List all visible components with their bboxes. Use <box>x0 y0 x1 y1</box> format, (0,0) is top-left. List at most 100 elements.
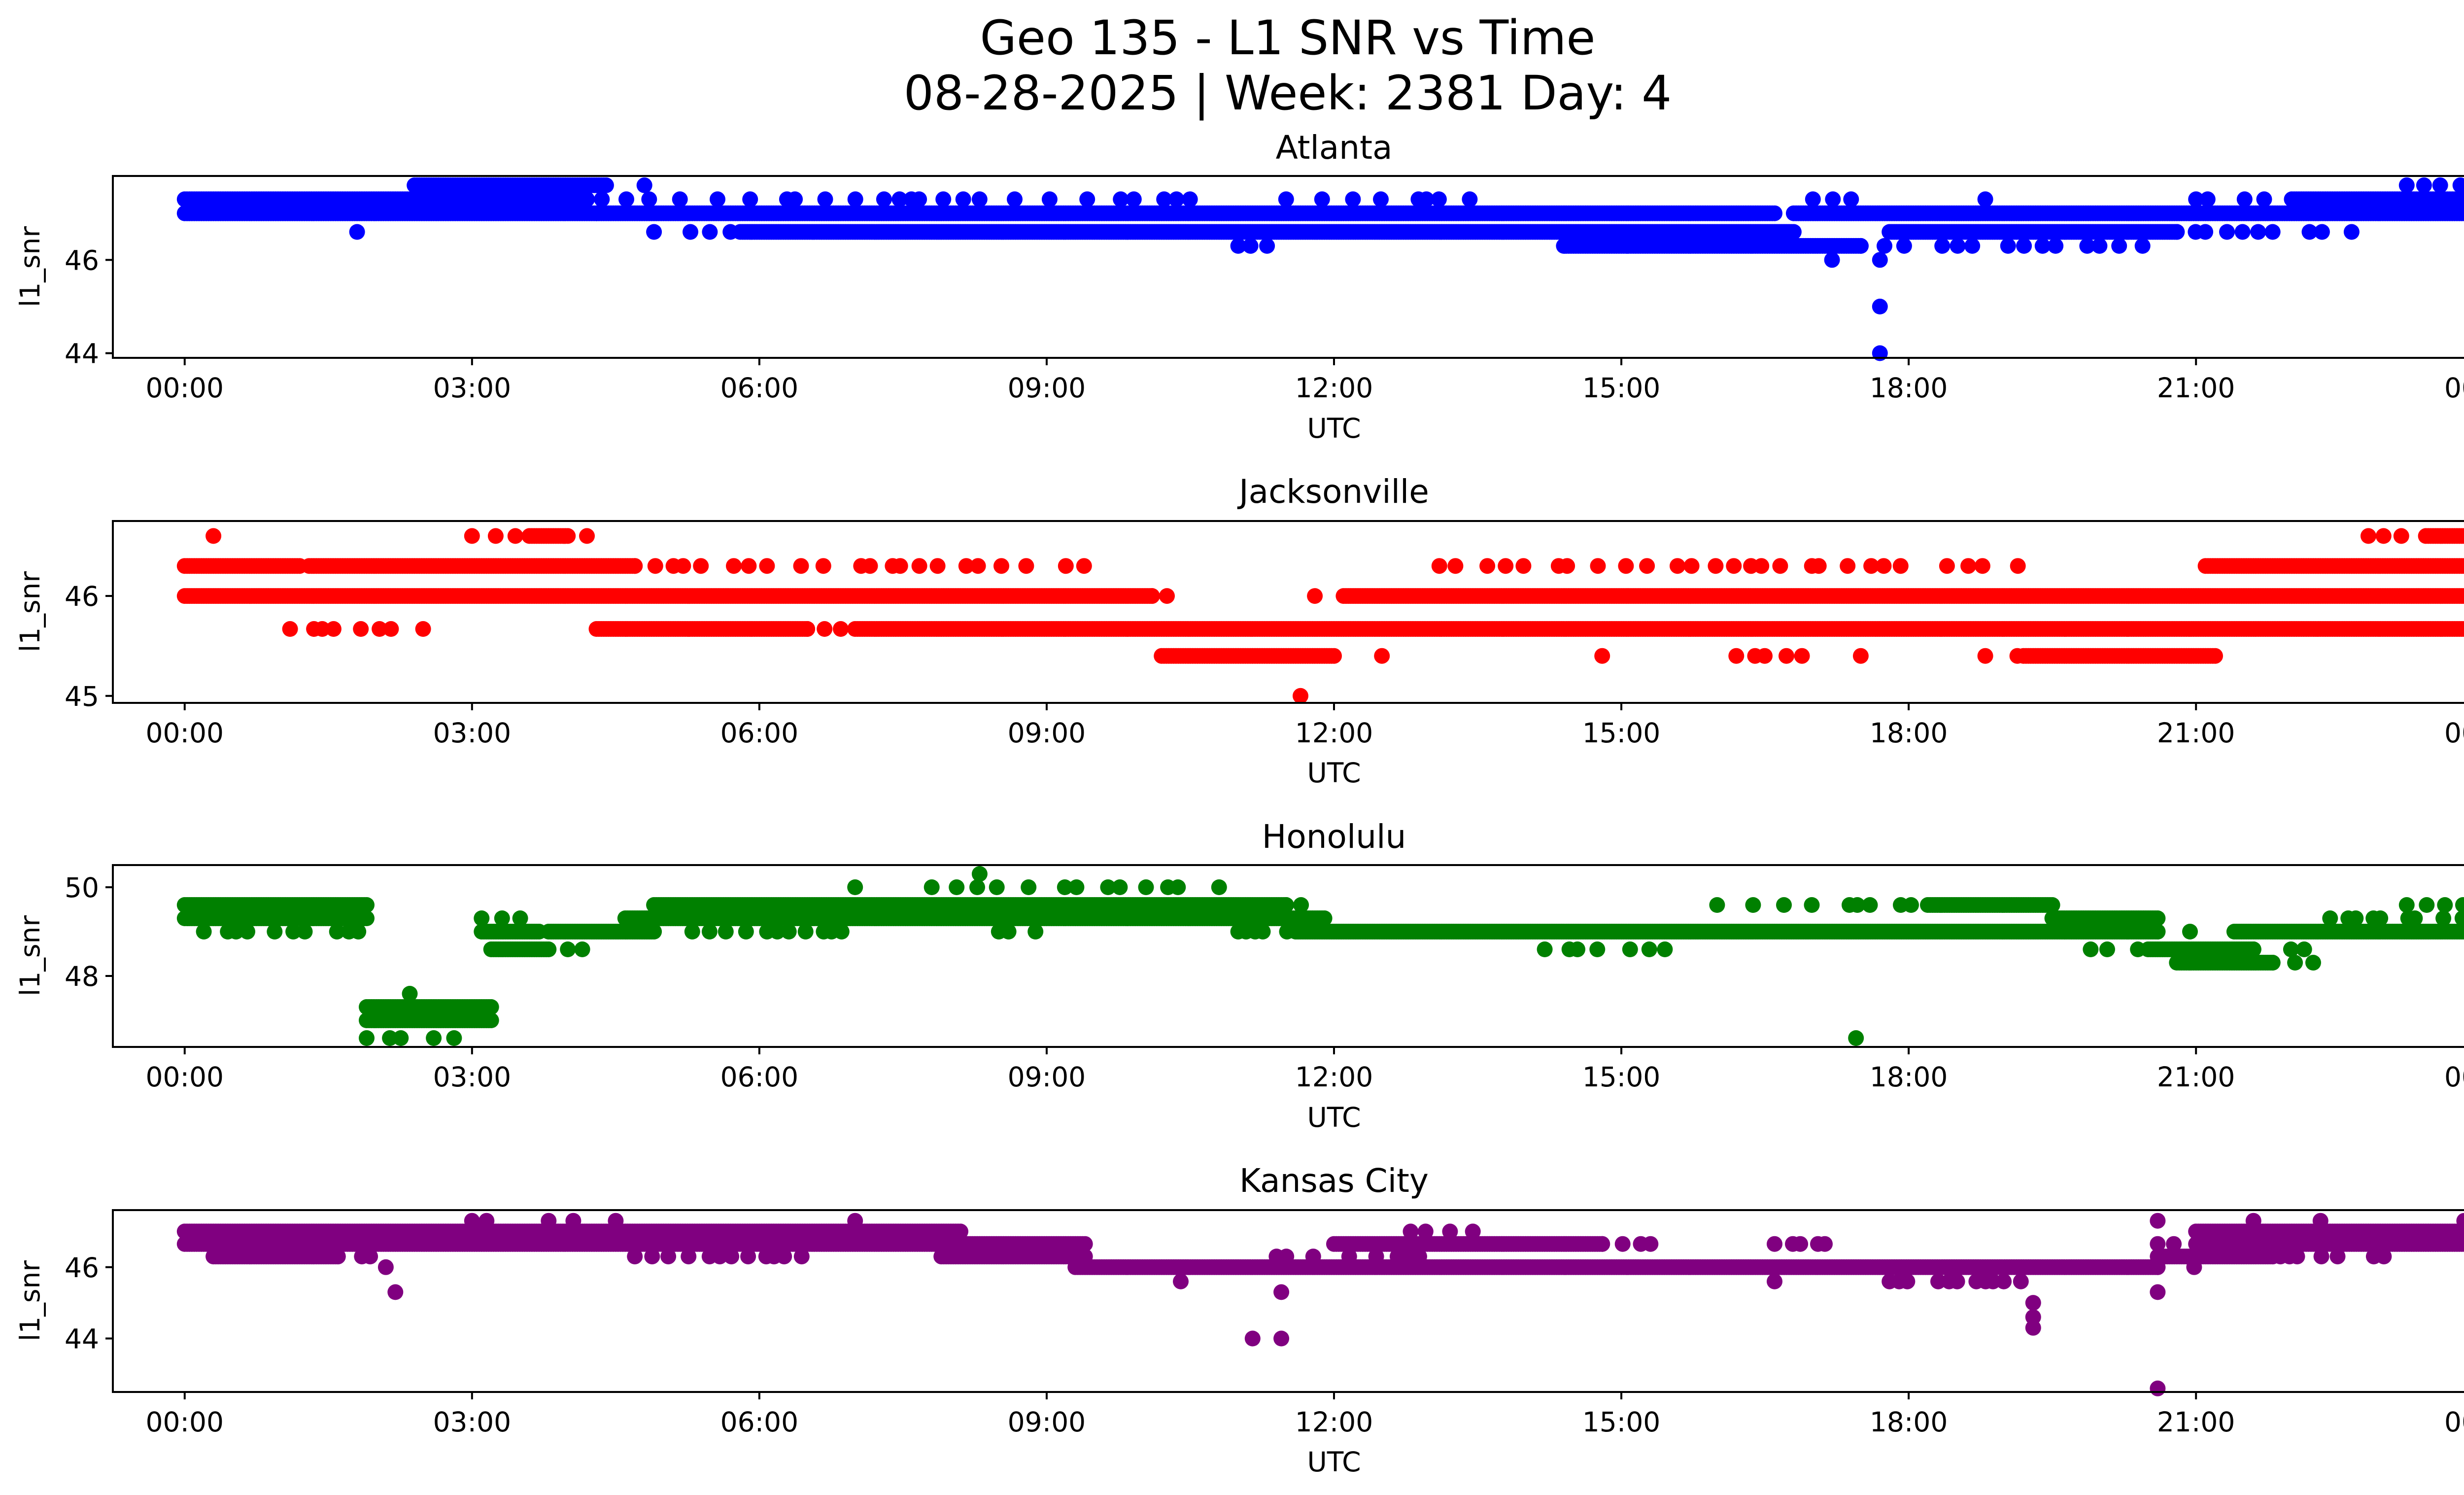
x-tick-label: 06:00 <box>720 372 799 404</box>
data-point <box>2256 191 2272 208</box>
data-point <box>1278 191 1294 208</box>
data-point <box>1852 238 1869 254</box>
data-point <box>507 528 523 544</box>
data-point <box>741 558 757 574</box>
data-point <box>2314 224 2330 240</box>
data-point <box>2398 897 2415 913</box>
data-point <box>1041 191 1058 208</box>
data-point <box>2393 528 2409 544</box>
data-point <box>487 528 504 544</box>
data-point <box>1767 205 1782 221</box>
data-point <box>579 191 595 208</box>
data-point <box>2301 224 2318 240</box>
subplot-title: Jacksonville <box>1237 473 1429 511</box>
x-tick-label: 00:00 <box>2444 717 2464 749</box>
data-point <box>618 191 634 208</box>
data-point <box>970 558 986 574</box>
data-point <box>1825 191 1841 208</box>
x-tick-label: 12:00 <box>1295 717 1373 749</box>
data-point <box>1515 558 1532 574</box>
y-tick-label: 44 <box>65 338 99 370</box>
data-point <box>2236 191 2253 208</box>
data-point <box>2111 238 2127 254</box>
data-point <box>2034 238 2051 254</box>
data-point <box>1018 558 1034 574</box>
data-points <box>176 528 2464 704</box>
x-tick-label: 09:00 <box>1008 372 1086 404</box>
data-point <box>2169 224 2185 240</box>
data-point <box>1974 558 1990 574</box>
x-tick-label: 03:00 <box>433 372 512 404</box>
data-point <box>1872 252 1888 268</box>
data-point <box>1757 648 1773 664</box>
data-point <box>2416 177 2432 193</box>
data-point <box>1058 558 1074 574</box>
figure-title-line1: Geo 135 - L1 SNR vs Time <box>980 10 1596 66</box>
data-point <box>1772 558 1788 574</box>
data-point <box>833 621 849 637</box>
data-point <box>1373 191 1389 208</box>
data-point <box>710 191 725 208</box>
data-point <box>2343 224 2360 240</box>
data-point <box>1079 191 1095 208</box>
data-point <box>929 558 946 574</box>
subplot-title: Honolulu <box>1262 818 1406 856</box>
data-points <box>176 177 2464 361</box>
data-point <box>1374 648 1390 664</box>
data-point <box>1670 558 1685 574</box>
data-point <box>1007 191 1023 208</box>
data-point <box>799 621 816 637</box>
data-point <box>325 621 342 637</box>
data-point <box>1709 897 1725 913</box>
x-tick-label: 15:00 <box>1582 372 1661 404</box>
data-point <box>2009 648 2025 664</box>
data-point <box>911 558 927 574</box>
x-axis-label: UTC <box>1307 413 1361 444</box>
data-point <box>1726 558 1742 574</box>
x-tick-label: 18:00 <box>1870 717 1948 749</box>
data-point <box>1977 191 1993 208</box>
data-point <box>2461 590 2464 602</box>
data-point <box>817 191 833 208</box>
data-point <box>1259 238 1275 254</box>
data-point <box>847 191 863 208</box>
data-point <box>598 177 614 193</box>
data-point <box>641 191 657 208</box>
data-point <box>627 558 643 574</box>
y-axis-label: l1_snr <box>14 571 46 652</box>
y-tick-label: 46 <box>65 244 99 276</box>
data-point <box>1950 238 1966 254</box>
data-point <box>1877 238 1892 254</box>
axis-ticks: 00:00 03:00 06:00 09:00 12:00 15:00 18:00 21:00… <box>65 244 2464 404</box>
data-point <box>911 191 927 208</box>
data-point <box>1785 224 1802 240</box>
x-tick-label: 00:00 <box>146 717 224 749</box>
data-point <box>1939 558 1955 574</box>
data-point <box>675 558 691 574</box>
x-tick-label: 12:00 <box>1295 372 1373 404</box>
x-tick-label: 21:00 <box>2157 372 2235 404</box>
data-point <box>993 558 1009 574</box>
data-point <box>2197 224 2214 240</box>
data-point <box>2375 528 2392 544</box>
data-point <box>1126 191 1142 208</box>
data-point <box>1618 558 1634 574</box>
data-point <box>1779 648 1794 664</box>
data-point <box>1728 648 1745 664</box>
data-point <box>1811 558 1827 574</box>
data-point <box>2250 224 2266 240</box>
data-point <box>647 558 663 574</box>
data-point <box>759 558 775 574</box>
data-point <box>2188 191 2204 208</box>
data-point <box>683 224 698 240</box>
data-point <box>282 621 298 637</box>
data-point <box>1683 558 1700 574</box>
data-point <box>1805 191 1821 208</box>
data-point <box>1852 648 1869 664</box>
data-point <box>971 191 988 208</box>
data-point <box>1824 252 1840 268</box>
data-point <box>1840 558 1856 574</box>
data-point <box>2000 238 2016 254</box>
data-point <box>594 191 610 208</box>
data-point <box>1934 238 1951 254</box>
